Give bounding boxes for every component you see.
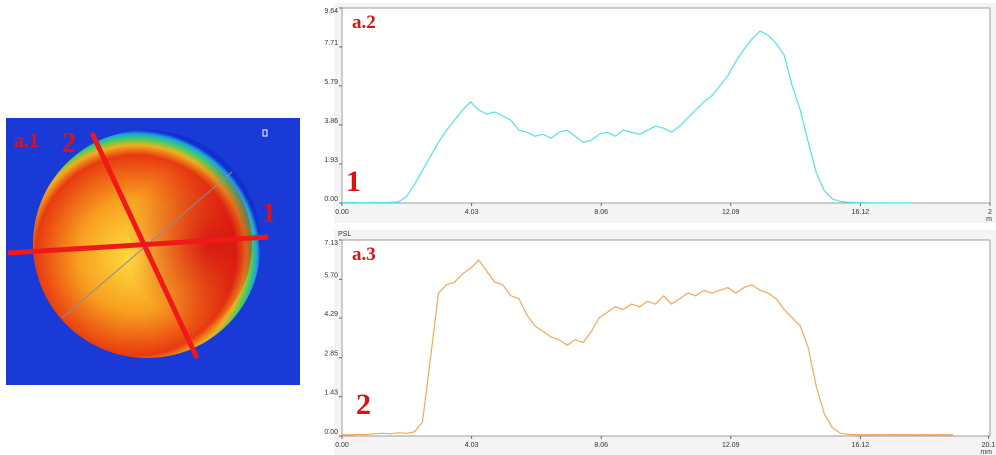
profile-line [341,259,954,436]
profile-line-1 [7,234,269,256]
x-tick-label: 8.06 [594,209,608,216]
profile-line [341,30,913,204]
chart-panel: 0.00 1.93 3.86 5.79 7.71 9.64 0.00 4.03 8.06 12.0… [324,3,996,223]
x-tick-label: 16.12 [852,209,870,216]
chart-panel: 0.00 1.43 2.85 4.29 5.70 7.13 0.00 4.03 8.06 12.0… [324,230,996,455]
line-label: 1 [262,198,276,229]
x-tick-label: 0.00 [335,442,349,449]
y-tick-label: 3.86 [324,118,338,125]
y-tick-label: 0.00 [324,196,338,203]
x-tick-label: 4.03 [465,209,479,216]
panel-label: a.3 [352,244,376,265]
y-tick-label: 7.13 [324,240,338,247]
panel-label: a.2 [352,12,376,33]
y-axis-label: PSL [338,231,351,238]
y-tick-label: 0.00 [324,429,338,436]
x-tick-label: 16.12 [852,442,870,449]
image-label: a.1 [14,130,39,152]
y-tick-label: 4.29 [324,311,338,318]
x-tick-label: 0.00 [335,209,349,216]
x-tick-label: 12.09 [722,209,740,216]
y-tick-label: 7.71 [324,40,338,47]
plot-area [341,7,991,204]
x-tick-label: 4.03 [465,442,479,449]
y-tick-label: 1.93 [324,157,338,164]
y-tick-label: 5.79 [324,79,338,86]
x-tick-label: 8.06 [594,442,608,449]
profile-label: 1 [346,165,361,198]
x-tick-label: 12.09 [722,442,740,449]
y-tick-label: 1.43 [324,390,338,397]
line-label: 2 [62,128,76,159]
profile-label: 2 [356,388,371,421]
profile-line-2 [89,131,200,360]
image-panel: a.1 1 2 [6,118,300,385]
marker [262,129,268,137]
y-tick-label: 2.85 [324,351,338,358]
x-axis-label: mm [980,449,992,455]
y-tick-label: 9.64 [324,8,338,15]
x-axis-label: m [986,216,992,223]
x-tick-label: 20.1 [982,442,996,449]
y-tick-label: 5.70 [324,272,338,279]
x-tick-label: 2 [988,209,992,216]
plot-area [341,239,991,437]
